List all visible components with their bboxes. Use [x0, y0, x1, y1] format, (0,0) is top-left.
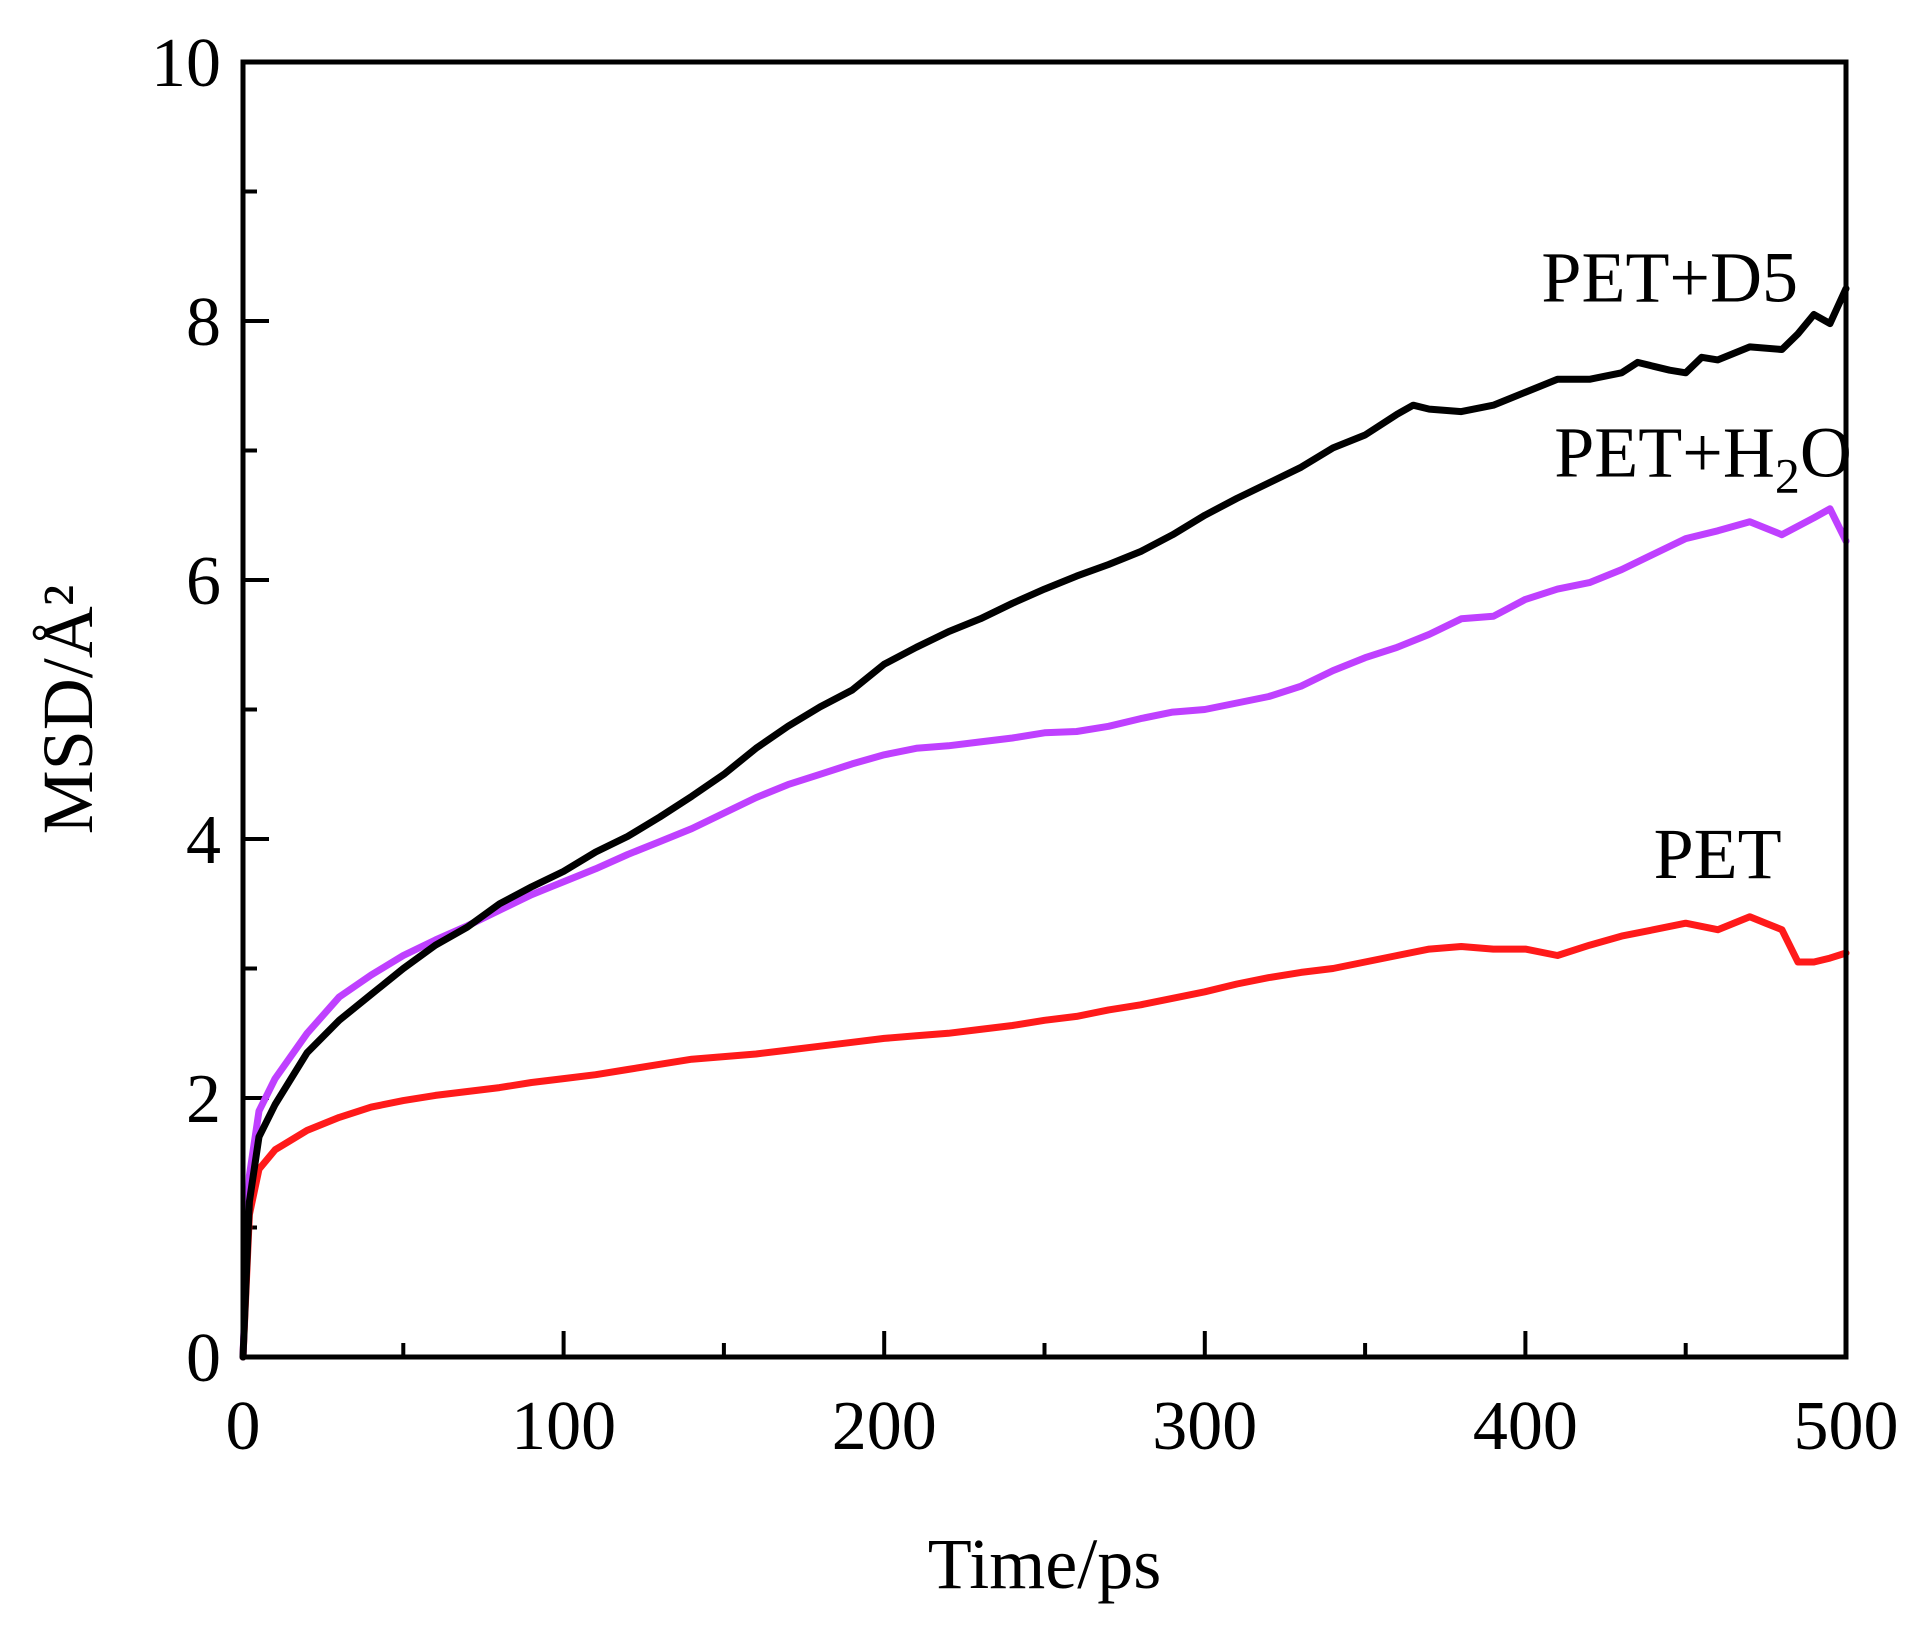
series-line-pet-d5: [239, 285, 1850, 1361]
series-lines: [239, 285, 1850, 1361]
x-axis-title: Time/ps: [928, 1524, 1161, 1604]
x-tick-label: 400: [1473, 1388, 1578, 1465]
series-label: PET+D5: [1541, 238, 1798, 318]
series-label: PET: [1654, 814, 1782, 894]
y-tick-label: 10: [151, 25, 221, 102]
series-labels: PET+D5 PET+H2O PET: [1541, 238, 1851, 894]
series-label: PET+H2O: [1554, 412, 1852, 503]
series-line-pet-h2o: [239, 505, 1850, 1361]
series-line-pet: [239, 913, 1850, 1361]
plot-frame: [240, 59, 1849, 1360]
x-tick-label: 200: [832, 1388, 937, 1465]
y-tick-label: 0: [186, 1320, 221, 1397]
x-tick-label: 0: [226, 1388, 261, 1465]
y-tick-label: 6: [186, 543, 221, 620]
x-tick-label: 300: [1152, 1388, 1257, 1465]
x-tick-label: 500: [1794, 1388, 1899, 1465]
x-tick-label: 100: [511, 1388, 616, 1465]
y-tick-label: 4: [186, 802, 221, 879]
y-axis-title: MSD/Å²: [28, 585, 108, 835]
y-tick-label: 8: [186, 284, 221, 361]
y-tick-label: 2: [186, 1061, 221, 1138]
tick-labels: 0 100 200 300 400 500 0 2 4 6 8 10: [151, 25, 1899, 1465]
